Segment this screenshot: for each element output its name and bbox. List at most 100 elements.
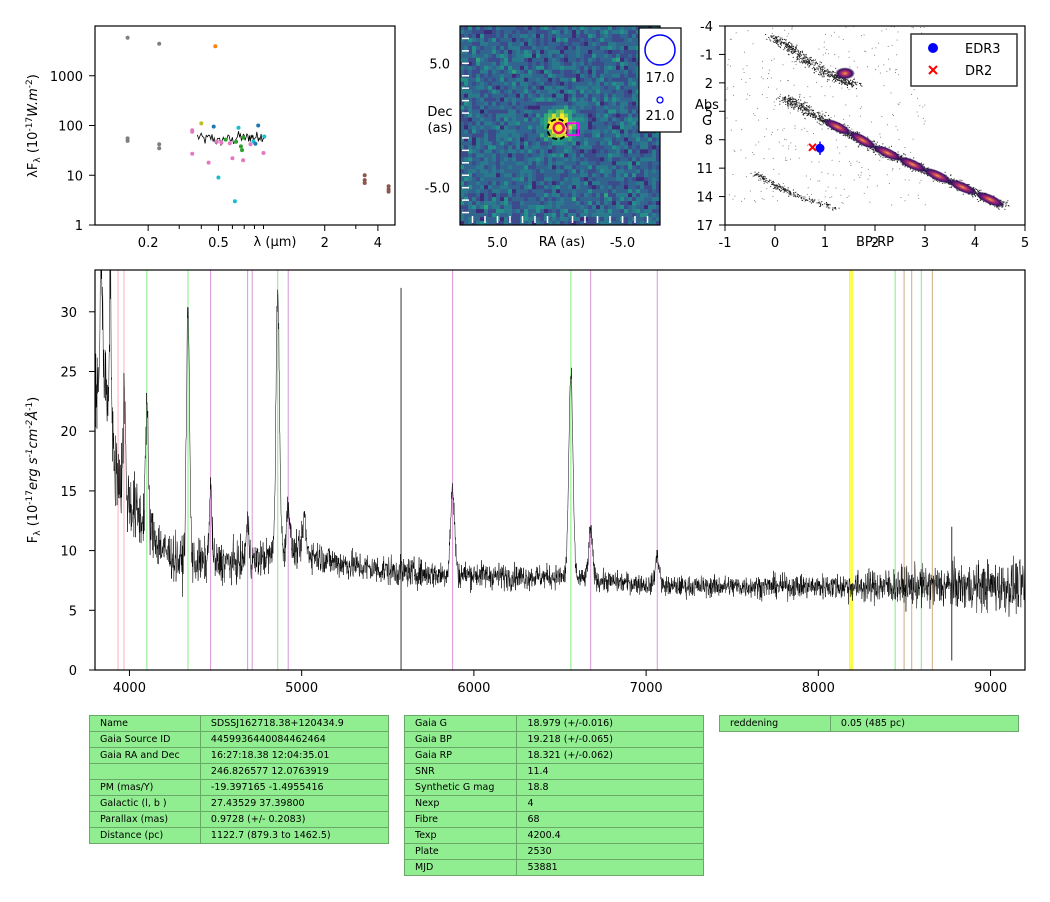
cutout-pixel [636,153,641,158]
cutout-pixel [480,29,485,35]
cutout-pixel [596,33,601,39]
hr-ms-star [789,100,791,102]
hr-ms-star [812,115,814,117]
cutout-pixel [500,189,505,194]
cutout-pixel [620,77,625,83]
cutout-pixel [572,73,577,79]
cutout-pixel [484,197,489,202]
cutout-pixel [564,37,569,43]
hr-wd-star [828,207,829,209]
cutout-pixel [572,61,577,67]
cutout-pixel [536,113,541,118]
hr-ms-star [804,109,806,110]
cutout-pixel [612,193,617,198]
hr-giant-star [848,80,850,82]
cutout-pixel [464,201,469,206]
cutout-pixel [468,209,473,214]
hr-giant-star [806,56,807,58]
cutout-pixel [548,197,553,202]
cutout-pixel [608,201,613,206]
cutout-pixel [612,209,617,214]
hr-wd-star [805,199,807,201]
cutout-pixel [484,217,489,222]
cutout-pixel [632,97,637,102]
cutout-pixel [488,105,493,110]
cutout-pixel [592,165,597,170]
hr-giant-star [793,51,795,52]
hr-ms-star [880,156,882,158]
cutout-pixel [516,37,521,43]
hr-ms-star [803,107,805,109]
cutout-pixel [632,161,637,166]
cutout-pixel [572,197,577,202]
cutout-pixel [504,205,509,210]
cutout-pixel [516,93,521,98]
sed-point [219,140,224,145]
cutout-pixel [528,49,533,55]
cutout-pixel [552,213,557,218]
hr-giant-star [802,57,804,59]
cutout-pixel [624,97,629,102]
cutout-pixel [588,113,593,118]
cutout-pixel [636,165,641,170]
cutout-pixel [556,77,561,83]
hr-giant-star [835,80,837,82]
sed-point [216,175,221,180]
cutout-pixel [464,49,469,55]
cutout-pixel [472,153,477,158]
cutout-pixel [624,169,629,174]
cutout-pixel [468,73,473,79]
cutout-pixel [624,69,629,75]
cutout-pixel [548,181,553,186]
cutout-pixel [496,177,501,182]
cutout-pixel [608,177,613,182]
cutout-pixel [628,125,633,130]
hr-ms-star [814,114,816,115]
hr-wd-star [779,186,781,188]
cutout-pixel [612,69,617,75]
cutout-pixel [516,189,521,194]
cutout-pixel [520,185,525,190]
cutout-pixel [548,109,553,114]
hr-ms-star [803,114,805,116]
hr-field-star [764,136,766,138]
cutout-pixel [580,49,585,55]
cutout-pixel [636,49,641,55]
cutout-pixel [500,129,505,134]
cutout-pixel [560,57,565,63]
cutout-pixel [532,45,537,51]
hr-wd-star [793,192,795,194]
cutout-pixel [624,49,629,55]
cutout-pixel [552,169,557,174]
cutout-pixel [560,205,565,210]
cutout-pixel [588,197,593,202]
hr-ms-star [889,159,891,161]
cutout-pixel [580,141,585,146]
hr-wd-star [759,175,760,177]
hr-ms-star [980,189,982,191]
cutout-pixel [536,97,541,102]
cutout-pixel [484,81,489,86]
cutout-pixel [476,121,481,126]
cutout-pixel [604,209,609,214]
hr-wd-star [788,195,790,197]
cutout-pixel [508,77,513,83]
cutout-pixel [528,109,533,114]
cutout-pixel [604,49,609,55]
hr-wd-star [825,203,827,205]
cutout-pixel [608,45,613,51]
cutout-pixel [604,133,609,138]
cutout-pixel [500,145,505,150]
hr-giant-star [778,35,780,37]
legend-label-17: 17.0 [646,71,675,86]
cutout-pixel [624,201,629,206]
hr-giant-star [779,40,781,42]
cutout-pixel [536,145,541,150]
cutout-pixel [480,69,485,75]
cutout-pixel [464,65,469,71]
hr-giant-star [831,80,833,82]
hr-giant-star [786,45,788,47]
hr-giant-star [813,69,815,71]
hr-giant-star [826,73,828,75]
cutout-pixel [484,69,489,75]
